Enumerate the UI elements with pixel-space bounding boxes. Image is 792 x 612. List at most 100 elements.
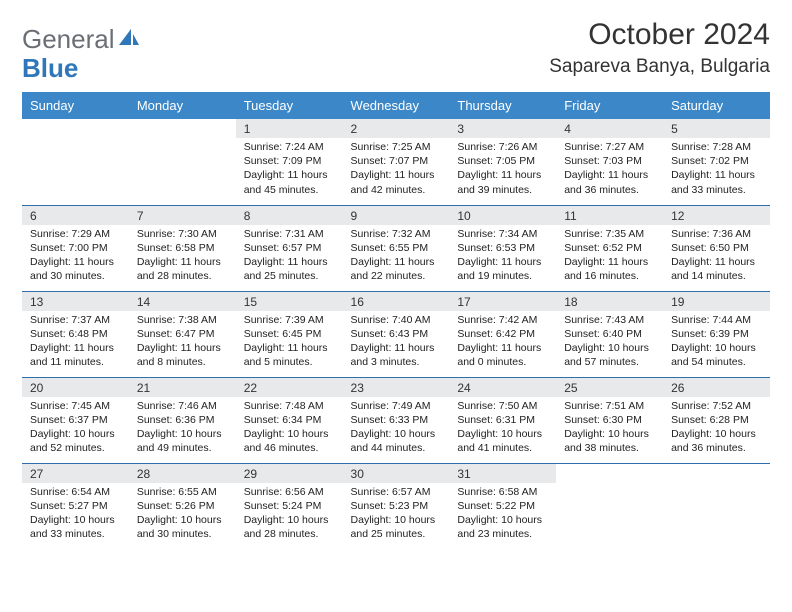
day-details: Sunrise: 6:56 AMSunset: 5:24 PMDaylight:… <box>236 483 343 546</box>
calendar-table: SundayMondayTuesdayWednesdayThursdayFrid… <box>22 92 770 549</box>
day-number: 21 <box>129 378 236 397</box>
day-number: 9 <box>343 206 450 225</box>
sunrise-text: Sunrise: 6:55 AM <box>137 485 228 499</box>
sunrise-text: Sunrise: 7:39 AM <box>244 313 335 327</box>
daylight-text: Daylight: 10 hours and 57 minutes. <box>564 341 655 369</box>
calendar-cell: 24Sunrise: 7:50 AMSunset: 6:31 PMDayligh… <box>449 377 556 463</box>
calendar-cell: 12Sunrise: 7:36 AMSunset: 6:50 PMDayligh… <box>663 205 770 291</box>
sunset-text: Sunset: 5:26 PM <box>137 499 228 513</box>
daylight-text: Daylight: 11 hours and 30 minutes. <box>30 255 121 283</box>
calendar-cell: 3Sunrise: 7:26 AMSunset: 7:05 PMDaylight… <box>449 119 556 205</box>
sunrise-text: Sunrise: 7:24 AM <box>244 140 335 154</box>
weekday-header: Thursday <box>449 92 556 119</box>
calendar-cell <box>22 119 129 205</box>
sunset-text: Sunset: 5:22 PM <box>457 499 548 513</box>
day-number: 7 <box>129 206 236 225</box>
day-details: Sunrise: 7:51 AMSunset: 6:30 PMDaylight:… <box>556 397 663 460</box>
sunrise-text: Sunrise: 7:52 AM <box>671 399 762 413</box>
calendar-head: SundayMondayTuesdayWednesdayThursdayFrid… <box>22 92 770 119</box>
calendar-cell: 9Sunrise: 7:32 AMSunset: 6:55 PMDaylight… <box>343 205 450 291</box>
daylight-text: Daylight: 11 hours and 36 minutes. <box>564 168 655 196</box>
daylight-text: Daylight: 11 hours and 16 minutes. <box>564 255 655 283</box>
location: Sapareva Banya, Bulgaria <box>549 56 770 78</box>
day-details: Sunrise: 7:45 AMSunset: 6:37 PMDaylight:… <box>22 397 129 460</box>
day-number: 11 <box>556 206 663 225</box>
sunset-text: Sunset: 6:45 PM <box>244 327 335 341</box>
daylight-text: Daylight: 10 hours and 23 minutes. <box>457 513 548 541</box>
calendar-cell: 26Sunrise: 7:52 AMSunset: 6:28 PMDayligh… <box>663 377 770 463</box>
sunset-text: Sunset: 6:30 PM <box>564 413 655 427</box>
sunset-text: Sunset: 7:05 PM <box>457 154 548 168</box>
day-details: Sunrise: 7:26 AMSunset: 7:05 PMDaylight:… <box>449 138 556 201</box>
calendar-cell: 6Sunrise: 7:29 AMSunset: 7:00 PMDaylight… <box>22 205 129 291</box>
sunset-text: Sunset: 6:57 PM <box>244 241 335 255</box>
daylight-text: Daylight: 11 hours and 11 minutes. <box>30 341 121 369</box>
day-number: 24 <box>449 378 556 397</box>
calendar-cell: 18Sunrise: 7:43 AMSunset: 6:40 PMDayligh… <box>556 291 663 377</box>
daylight-text: Daylight: 10 hours and 36 minutes. <box>671 427 762 455</box>
day-number: 22 <box>236 378 343 397</box>
sunrise-text: Sunrise: 7:45 AM <box>30 399 121 413</box>
day-number: 23 <box>343 378 450 397</box>
day-number: 19 <box>663 292 770 311</box>
calendar-cell: 10Sunrise: 7:34 AMSunset: 6:53 PMDayligh… <box>449 205 556 291</box>
day-details: Sunrise: 7:25 AMSunset: 7:07 PMDaylight:… <box>343 138 450 201</box>
calendar-cell: 19Sunrise: 7:44 AMSunset: 6:39 PMDayligh… <box>663 291 770 377</box>
calendar-cell <box>663 463 770 549</box>
sunrise-text: Sunrise: 7:31 AM <box>244 227 335 241</box>
day-details: Sunrise: 7:24 AMSunset: 7:09 PMDaylight:… <box>236 138 343 201</box>
daylight-text: Daylight: 11 hours and 45 minutes. <box>244 168 335 196</box>
sunrise-text: Sunrise: 7:43 AM <box>564 313 655 327</box>
calendar-cell <box>556 463 663 549</box>
sunset-text: Sunset: 6:53 PM <box>457 241 548 255</box>
day-details: Sunrise: 7:29 AMSunset: 7:00 PMDaylight:… <box>22 225 129 288</box>
logo-line2: Blue <box>22 47 78 84</box>
day-details: Sunrise: 7:40 AMSunset: 6:43 PMDaylight:… <box>343 311 450 374</box>
daylight-text: Daylight: 11 hours and 8 minutes. <box>137 341 228 369</box>
daylight-text: Daylight: 10 hours and 44 minutes. <box>351 427 442 455</box>
calendar-week-row: 20Sunrise: 7:45 AMSunset: 6:37 PMDayligh… <box>22 377 770 463</box>
day-number: 3 <box>449 119 556 138</box>
calendar-cell: 7Sunrise: 7:30 AMSunset: 6:58 PMDaylight… <box>129 205 236 291</box>
day-details: Sunrise: 7:50 AMSunset: 6:31 PMDaylight:… <box>449 397 556 460</box>
day-details: Sunrise: 7:49 AMSunset: 6:33 PMDaylight:… <box>343 397 450 460</box>
day-number: 27 <box>22 464 129 483</box>
sunset-text: Sunset: 7:03 PM <box>564 154 655 168</box>
logo-sail-icon <box>116 24 140 55</box>
daylight-text: Daylight: 10 hours and 33 minutes. <box>30 513 121 541</box>
calendar-cell: 5Sunrise: 7:28 AMSunset: 7:02 PMDaylight… <box>663 119 770 205</box>
sunset-text: Sunset: 6:31 PM <box>457 413 548 427</box>
day-number: 28 <box>129 464 236 483</box>
sunrise-text: Sunrise: 7:42 AM <box>457 313 548 327</box>
daylight-text: Daylight: 11 hours and 5 minutes. <box>244 341 335 369</box>
sunset-text: Sunset: 7:02 PM <box>671 154 762 168</box>
sunset-text: Sunset: 7:07 PM <box>351 154 442 168</box>
calendar-cell: 23Sunrise: 7:49 AMSunset: 6:33 PMDayligh… <box>343 377 450 463</box>
sunset-text: Sunset: 6:37 PM <box>30 413 121 427</box>
sunrise-text: Sunrise: 7:36 AM <box>671 227 762 241</box>
sunrise-text: Sunrise: 7:25 AM <box>351 140 442 154</box>
day-number: 17 <box>449 292 556 311</box>
day-details: Sunrise: 7:38 AMSunset: 6:47 PMDaylight:… <box>129 311 236 374</box>
sunrise-text: Sunrise: 7:32 AM <box>351 227 442 241</box>
day-number: 29 <box>236 464 343 483</box>
calendar-cell: 2Sunrise: 7:25 AMSunset: 7:07 PMDaylight… <box>343 119 450 205</box>
day-details: Sunrise: 7:37 AMSunset: 6:48 PMDaylight:… <box>22 311 129 374</box>
daylight-text: Daylight: 11 hours and 14 minutes. <box>671 255 762 283</box>
day-number: 16 <box>343 292 450 311</box>
day-details: Sunrise: 7:28 AMSunset: 7:02 PMDaylight:… <box>663 138 770 201</box>
day-number: 4 <box>556 119 663 138</box>
calendar-cell: 29Sunrise: 6:56 AMSunset: 5:24 PMDayligh… <box>236 463 343 549</box>
sunrise-text: Sunrise: 6:56 AM <box>244 485 335 499</box>
calendar-week-row: 27Sunrise: 6:54 AMSunset: 5:27 PMDayligh… <box>22 463 770 549</box>
day-details: Sunrise: 7:44 AMSunset: 6:39 PMDaylight:… <box>663 311 770 374</box>
day-number: 1 <box>236 119 343 138</box>
day-details: Sunrise: 6:54 AMSunset: 5:27 PMDaylight:… <box>22 483 129 546</box>
sunset-text: Sunset: 6:39 PM <box>671 327 762 341</box>
sunset-text: Sunset: 6:43 PM <box>351 327 442 341</box>
day-number: 15 <box>236 292 343 311</box>
daylight-text: Daylight: 11 hours and 25 minutes. <box>244 255 335 283</box>
calendar-cell: 31Sunrise: 6:58 AMSunset: 5:22 PMDayligh… <box>449 463 556 549</box>
daylight-text: Daylight: 11 hours and 33 minutes. <box>671 168 762 196</box>
calendar-cell: 21Sunrise: 7:46 AMSunset: 6:36 PMDayligh… <box>129 377 236 463</box>
